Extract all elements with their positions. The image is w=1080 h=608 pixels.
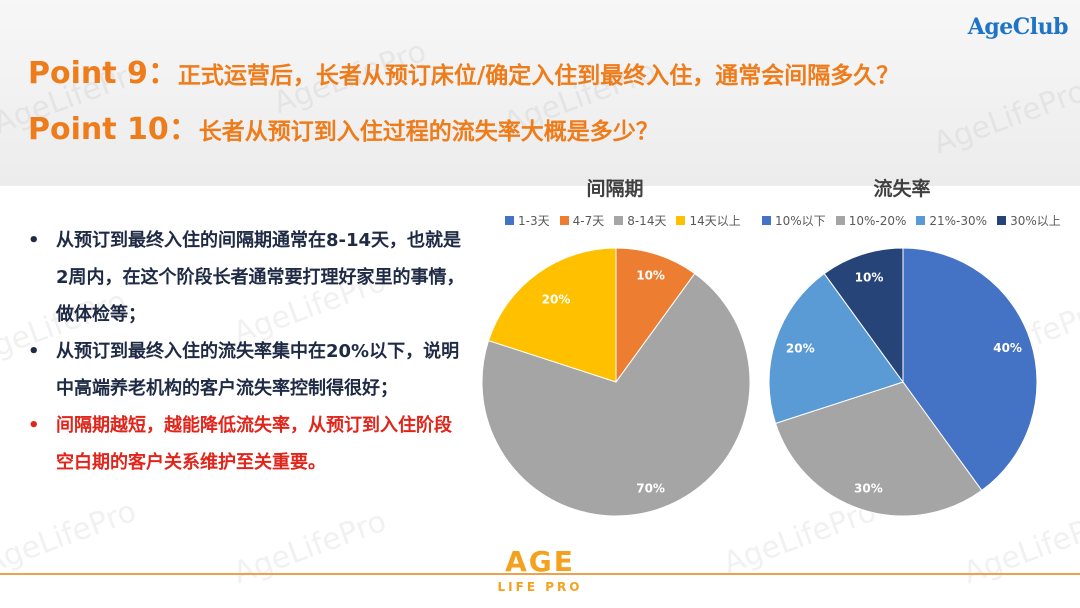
agelifepro-logo: AGE LIFE PRO [485,548,595,595]
watermark: AgeLifePro [228,503,391,592]
legend-swatch [505,216,514,225]
bullet-item: • 从预订到最终入住的间隔期通常在8-14天，也就是2周内，在这个阶段长者通常要… [28,222,468,333]
chart-title-interval: 间隔期 [586,178,644,200]
legend-entry: 30%以上 [997,212,1061,229]
pie-slice [487,247,617,383]
pie-data-label: 20% [786,342,815,356]
point9-label: Point 9： [28,56,178,91]
legend-label: 8-14天 [627,214,667,228]
ageclub-logo: AgeClub [967,14,1069,40]
legend-entry: 10%以下 [762,212,826,229]
legend-entry: 4-7天 [559,212,605,229]
bullet-item: • 从预订到最终入住的流失率集中在20%以下，说明中高端养老机构的客户流失率控制… [28,333,468,407]
pie-data-label: 40% [993,341,1022,355]
legend-swatch [997,216,1007,225]
watermark: AgeLifePro [0,493,141,582]
legend-label: 1-3天 [518,214,550,228]
legend-label: 30%以上 [1010,214,1061,228]
bottom-divider [0,573,1080,575]
pie-slice [768,272,904,425]
point10-heading: Point 10：长者从预订到入住过程的流失率大概是多少？ [28,104,659,148]
legend-swatch [762,216,771,225]
legend-label: 21%-30% [929,213,988,228]
legend-label: 10%-20% [848,213,907,228]
legend-entry: 10%-20% [835,212,907,229]
pie-slice [902,247,1038,492]
legend-swatch [559,216,569,225]
bullet-marker: • [28,341,40,362]
bullet-marker: • [28,230,40,251]
legend-swatch [614,216,624,225]
legend-entry: 1-3天 [505,212,550,229]
point9-heading: Point 9：正式运营后，长者从预订床位/确定入住到最终入住，通常会间隔多久？ [28,48,899,92]
pie-slice [481,272,751,517]
pie-data-label: 20% [542,292,571,306]
legend-label: 10%以下 [775,214,826,228]
legend-churn: 10%以下 10%-20% 21%-30% 30%以上 [762,212,1061,229]
legend-entry: 8-14天 [614,212,666,229]
bullet-text: 从预订到最终入住的流失率集中在20%以下，说明中高端养老机构的客户流失率控制得很… [56,341,460,399]
bullet-list: • 从预订到最终入住的间隔期通常在8-14天，也就是2周内，在这个阶段长者通常要… [28,222,468,481]
legend-entry: 14天以上 [676,212,741,229]
footer-logo-big: AGE [505,545,575,578]
pie-data-label: 10% [636,268,665,282]
legend-label: 14天以上 [689,214,741,228]
point10-label: Point 10： [28,112,199,147]
pie-slice [823,247,904,384]
bullet-item-highlight: • 间隔期越短，越能降低流失率，从预订到入住阶段空白期的客户关系维护至关重要。 [28,407,468,481]
legend-interval: 1-3天 4-7天 8-14天 14天以上 [505,212,741,229]
legend-label: 4-7天 [572,214,605,228]
legend-entry: 21%-30% [916,212,987,229]
legend-swatch [916,216,926,225]
bullet-marker: • [28,415,40,436]
legend-swatch [835,216,845,225]
pie-slice [774,381,983,517]
pie-slice [615,247,696,384]
header-band [0,0,1080,186]
pie-chart-churn: 40% 30% 20% 10% [768,247,1038,517]
chart-title-churn: 流失率 [873,178,931,200]
pie-data-label: 70% [636,482,665,496]
bullet-text: 间隔期越短，越能降低流失率，从预订到入住阶段空白期的客户关系维护至关重要。 [56,415,452,473]
legend-swatch [676,216,686,225]
point9-question: 正式运营后，长者从预订床位/确定入住到最终入住，通常会间隔多久？ [177,63,900,89]
bullet-text: 从预订到最终入住的间隔期通常在8-14天，也就是2周内，在这个阶段长者通常要打理… [56,230,465,325]
pie-chart-interval: 0%10%70%20% [481,247,751,517]
pie-data-label: 30% [854,482,883,496]
point10-question: 长者从预订到入住过程的流失率大概是多少？ [198,119,659,145]
footer-logo-small: LIFE PRO [491,580,589,594]
pie-data-label: 10% [855,270,884,284]
